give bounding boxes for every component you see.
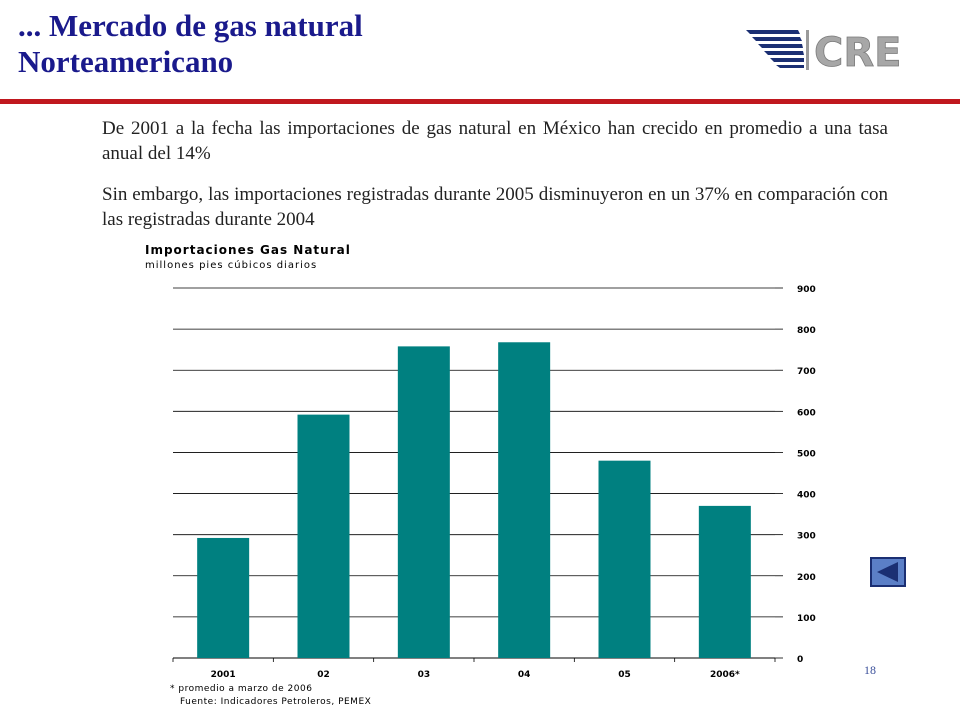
paragraph-growth: De 2001 a la fecha las importaciones de … [102,118,888,164]
slide-title-line1: ... Mercado de gas natural [18,8,363,43]
x-tick-label: 05 [618,670,631,680]
x-tick-label: 03 [418,670,431,680]
svg-text:CRE: CRE [814,30,901,74]
y-tick-label: 600 [797,408,816,418]
bar-02 [297,414,350,658]
back-button[interactable] [870,557,906,587]
bar-2001 [197,537,250,658]
x-tick-label: 2001 [211,670,236,680]
x-tick-label: 04 [518,670,531,680]
y-tick-label: 400 [797,491,816,501]
page-number: 18 [864,663,876,677]
x-tick-label: 2006* [710,670,740,680]
bar-2006 [698,505,751,658]
title-divider [0,99,960,104]
y-tick-label: 200 [797,573,816,583]
y-tick-label: 100 [797,614,816,624]
footnote-source: Fuente: Indicadores Petroleros, PEMEX [180,697,372,707]
y-tick-label: 800 [797,326,816,336]
paragraph-decline: Sin embargo, las importaciones registrad… [102,184,888,230]
slide-title-line2: Norteamericano [18,44,234,79]
bar-03 [397,346,450,658]
x-tick-label: 02 [317,670,330,680]
footnote-average: * promedio a marzo de 2006 [170,684,313,694]
y-tick-label: 900 [797,285,816,295]
chart-subtitle: millones pies cúbicos diarios [145,260,318,271]
slide-title: ... Mercado de gas natural Norteamerican… [18,8,363,80]
bar-05 [598,460,651,658]
y-tick-label: 700 [797,367,816,377]
y-tick-label: 300 [797,532,816,542]
y-tick-label: 500 [797,449,816,459]
chart-title: Importaciones Gas Natural [145,243,351,257]
bar-04 [498,342,551,658]
cre-logo: CRE [746,30,902,74]
y-tick-label: 0 [797,655,803,665]
triangle-left-icon [877,562,898,582]
